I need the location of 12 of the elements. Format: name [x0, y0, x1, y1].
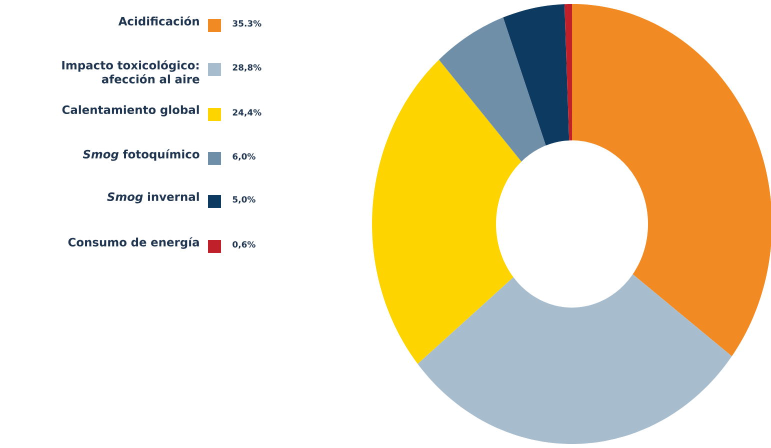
data-label: 35.3% — [232, 20, 262, 27]
legend-label: Calentamiento global — [62, 105, 199, 116]
data-label: 5,0% — [232, 196, 256, 204]
legend-label: Smog fotoquímico — [82, 149, 200, 161]
data-label: 28,8% — [232, 64, 262, 72]
legend-label: Impacto toxicológico: afección al aire — [62, 60, 200, 84]
data-label: 6,0% — [232, 153, 256, 161]
legend-label: Consumo de energía — [68, 237, 199, 249]
legend-label: Acidificación — [118, 16, 199, 26]
data-label: 24,4% — [232, 109, 262, 117]
legend-label: Smog invernal — [107, 192, 199, 204]
data-label: 0,6% — [232, 241, 256, 249]
